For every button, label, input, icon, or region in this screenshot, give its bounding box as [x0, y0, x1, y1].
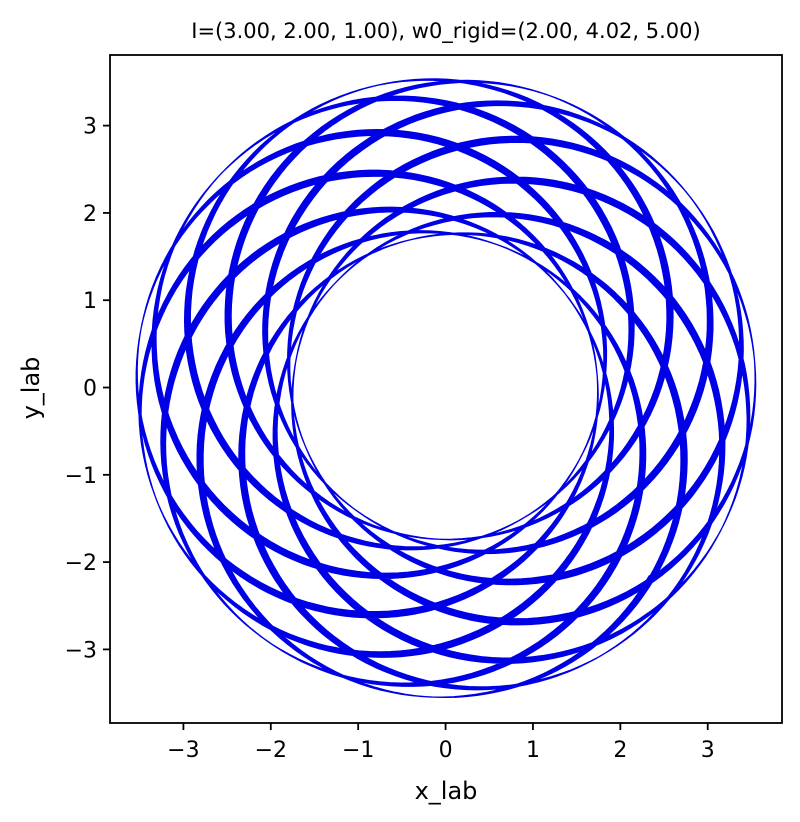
x-tick-label: −3 [167, 738, 199, 763]
chart-title: I=(3.00, 2.00, 1.00), w0_rigid=(2.00, 4.… [191, 19, 701, 43]
x-tick-label: 1 [526, 738, 540, 763]
y-tick-label: 2 [83, 202, 97, 227]
y-tick-label: 1 [83, 289, 97, 314]
y-tick-label: 3 [83, 115, 97, 140]
y-tick-label: −3 [65, 638, 97, 663]
x-tick-label: −1 [342, 738, 374, 763]
y-tick-label: 0 [83, 377, 97, 402]
y-tick-label: −2 [65, 551, 97, 576]
y-tick-label: −1 [65, 464, 97, 489]
x-tick-label: 3 [701, 738, 715, 763]
trajectory-line [135, 78, 757, 699]
x-axis-label: x_lab [414, 777, 478, 805]
x-tick-label: 0 [439, 738, 453, 763]
x-axis-ticks: −3 −2 −1 0 1 2 3 [167, 723, 715, 763]
x-tick-label: −2 [255, 738, 287, 763]
y-axis-label: y_lab [17, 356, 45, 420]
x-tick-label: 2 [613, 738, 627, 763]
y-axis-ticks: 3 2 1 0 −1 −2 −3 [65, 115, 110, 663]
